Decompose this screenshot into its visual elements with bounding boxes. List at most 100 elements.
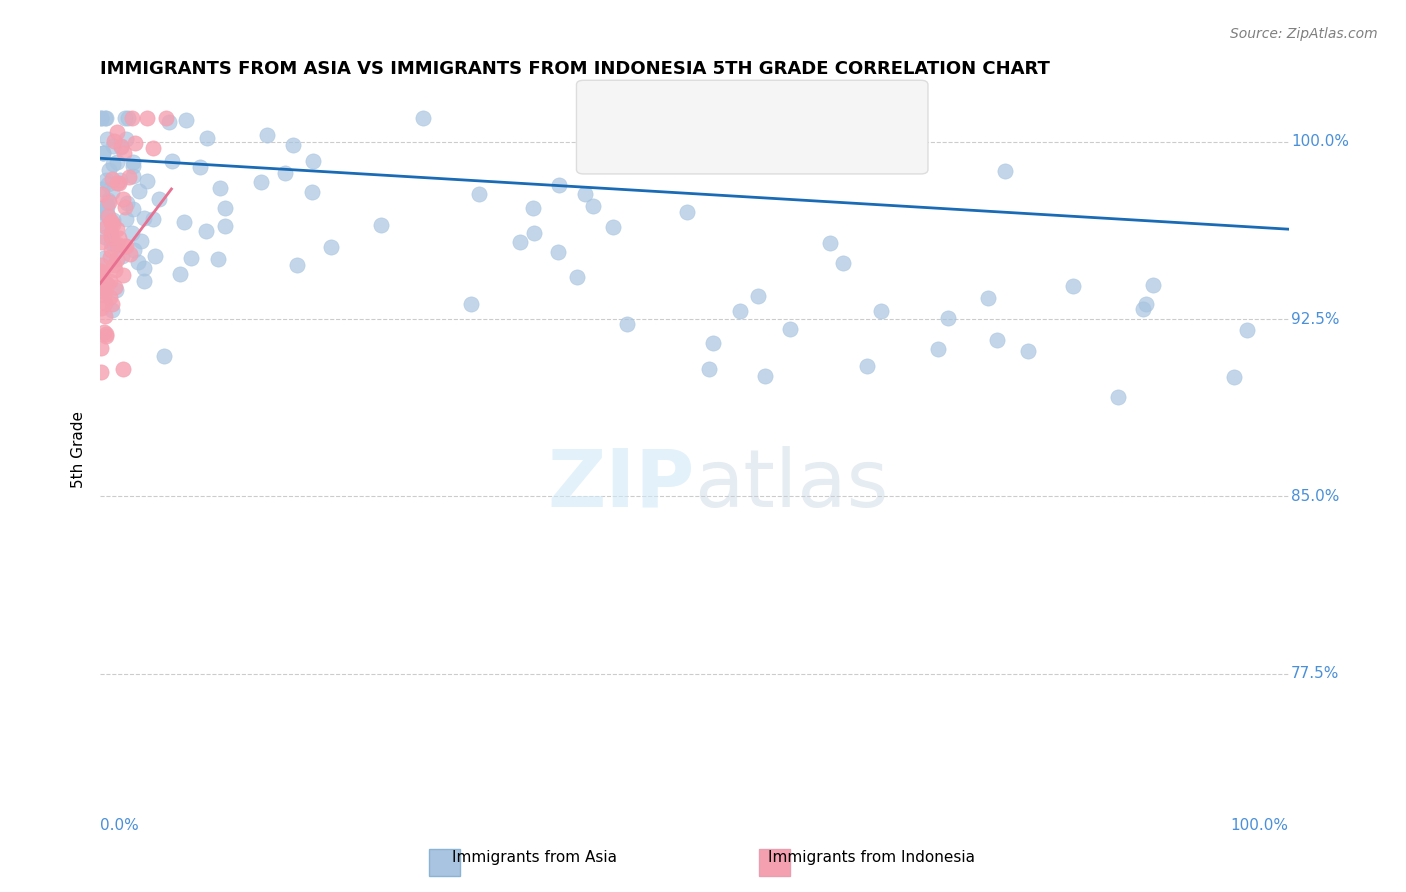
Point xyxy=(1017,343,1039,358)
Point xyxy=(747,289,769,303)
Point xyxy=(256,128,278,142)
Point xyxy=(547,244,569,259)
Point xyxy=(509,235,531,250)
Point xyxy=(153,349,176,363)
Point xyxy=(101,217,124,231)
Point xyxy=(142,141,165,155)
Point xyxy=(132,211,155,225)
Point xyxy=(100,273,122,287)
Point xyxy=(117,111,139,125)
Point xyxy=(101,297,124,311)
Point xyxy=(180,251,202,265)
Point xyxy=(986,333,1008,347)
Point xyxy=(250,175,273,189)
Point xyxy=(110,139,132,153)
Point xyxy=(820,236,842,251)
Point xyxy=(97,178,120,192)
Point xyxy=(96,200,118,214)
Point xyxy=(103,213,125,227)
Point xyxy=(938,311,960,326)
Point xyxy=(110,172,132,186)
Point xyxy=(565,270,588,285)
Point xyxy=(96,276,118,290)
Point xyxy=(124,136,146,150)
Point xyxy=(779,322,801,336)
Point xyxy=(122,243,145,257)
Point xyxy=(1135,296,1157,310)
Point xyxy=(675,205,697,219)
Point xyxy=(104,280,127,294)
Point xyxy=(96,206,118,220)
Point xyxy=(105,252,128,267)
Point xyxy=(110,139,132,153)
Point xyxy=(112,146,135,161)
FancyBboxPatch shape xyxy=(598,120,633,152)
Point xyxy=(115,239,138,253)
Text: Source: ZipAtlas.com: Source: ZipAtlas.com xyxy=(1230,27,1378,41)
Point xyxy=(197,130,219,145)
Point xyxy=(93,146,115,161)
Point xyxy=(702,336,724,351)
Point xyxy=(301,185,323,199)
Point xyxy=(285,258,308,272)
Point xyxy=(93,325,115,339)
Point xyxy=(94,285,117,299)
Point xyxy=(283,137,305,152)
Point xyxy=(169,267,191,281)
Point xyxy=(90,288,112,302)
Point xyxy=(581,199,603,213)
Point xyxy=(122,159,145,173)
Point xyxy=(90,263,112,277)
Point xyxy=(115,196,138,211)
Point xyxy=(174,113,197,128)
FancyBboxPatch shape xyxy=(429,849,460,876)
Point xyxy=(100,230,122,244)
Text: Immigrants from Asia: Immigrants from Asia xyxy=(451,850,617,865)
Point xyxy=(118,169,141,184)
Point xyxy=(1132,302,1154,317)
Point xyxy=(96,131,118,145)
Point xyxy=(96,329,118,343)
Point xyxy=(319,240,342,254)
Point xyxy=(93,145,115,160)
Point xyxy=(91,186,114,201)
Text: N = 59: N = 59 xyxy=(801,120,859,137)
Point xyxy=(855,359,877,373)
Point xyxy=(188,160,211,174)
Point xyxy=(134,260,156,275)
Point xyxy=(107,231,129,245)
Point xyxy=(160,153,183,168)
Point xyxy=(91,216,114,230)
Text: IMMIGRANTS FROM ASIA VS IMMIGRANTS FROM INDONESIA 5TH GRADE CORRELATION CHART: IMMIGRANTS FROM ASIA VS IMMIGRANTS FROM … xyxy=(100,60,1050,78)
Point xyxy=(114,200,136,214)
Point xyxy=(302,153,325,168)
Point xyxy=(214,219,236,234)
Point xyxy=(114,111,136,125)
Point xyxy=(103,236,125,251)
Point xyxy=(1236,322,1258,336)
Point xyxy=(90,259,112,273)
Point xyxy=(101,138,124,153)
Point xyxy=(90,266,112,280)
Point xyxy=(90,111,112,125)
Point xyxy=(105,284,128,298)
Point xyxy=(173,214,195,228)
Point xyxy=(120,247,142,261)
Point xyxy=(1107,390,1129,404)
Point xyxy=(1062,279,1084,293)
Point xyxy=(136,174,159,188)
Point xyxy=(121,111,143,125)
Point xyxy=(96,172,118,186)
Point xyxy=(104,263,127,277)
Point xyxy=(574,187,596,202)
Point xyxy=(977,292,1000,306)
Text: R = -0.220: R = -0.220 xyxy=(643,85,733,103)
Point xyxy=(98,194,121,209)
Point xyxy=(1222,369,1244,384)
Point xyxy=(108,176,131,190)
Point xyxy=(100,217,122,231)
Point xyxy=(522,201,544,215)
Point xyxy=(90,182,112,196)
Point xyxy=(105,237,128,252)
Point xyxy=(94,309,117,323)
